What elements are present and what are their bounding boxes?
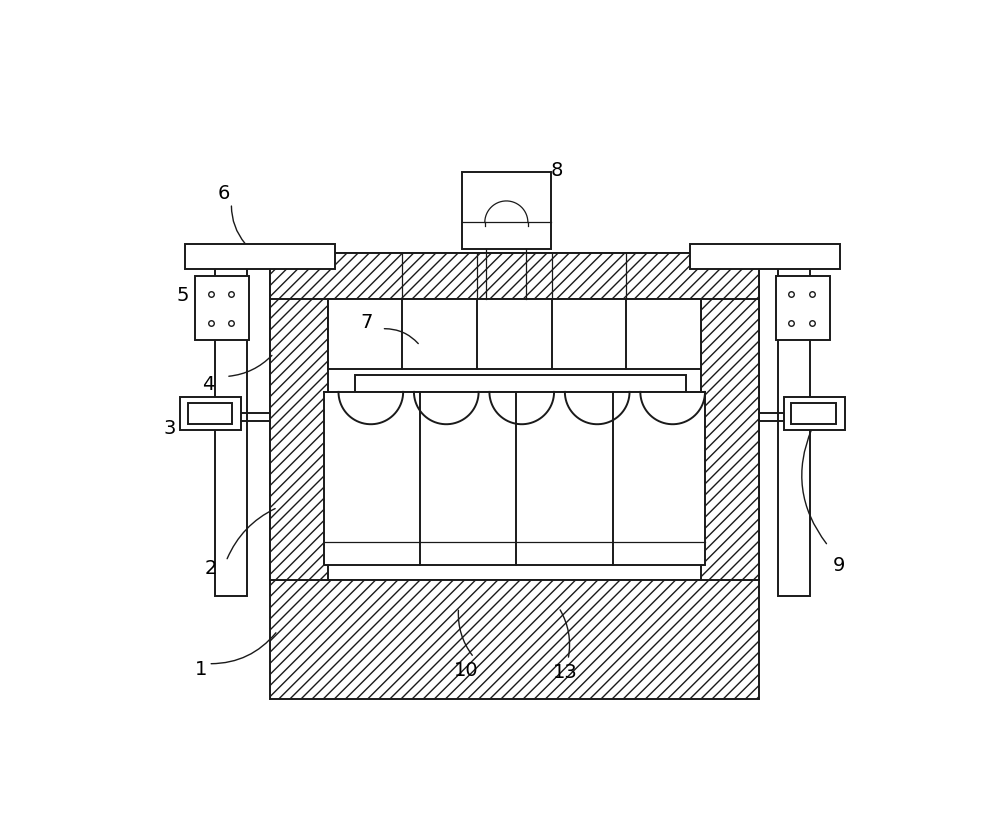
Bar (195, 277, 249, 340)
Text: 13: 13 (552, 663, 577, 682)
Bar (188, 402, 232, 424)
Bar (462, 172, 551, 250)
Bar (778, 254, 810, 596)
Bar (784, 397, 845, 430)
Bar (270, 580, 759, 699)
Bar (690, 244, 840, 268)
Bar (270, 268, 328, 580)
Bar (355, 375, 686, 392)
Bar (270, 254, 759, 300)
Bar (776, 277, 830, 340)
Bar (185, 244, 335, 268)
Text: 8: 8 (550, 161, 563, 180)
Bar (791, 402, 836, 424)
Bar (324, 392, 705, 565)
Bar (701, 268, 759, 580)
Bar (328, 300, 701, 369)
Bar (270, 254, 759, 580)
Text: 7: 7 (360, 313, 372, 332)
Bar (180, 397, 241, 430)
Text: 5: 5 (177, 287, 189, 305)
Text: 9: 9 (833, 556, 845, 575)
Text: 3: 3 (164, 420, 176, 438)
Text: 4: 4 (202, 374, 215, 394)
Text: 1: 1 (194, 659, 207, 679)
Text: 10: 10 (454, 661, 479, 680)
Bar (215, 254, 247, 596)
Text: 2: 2 (204, 559, 217, 579)
Text: 6: 6 (218, 184, 230, 203)
